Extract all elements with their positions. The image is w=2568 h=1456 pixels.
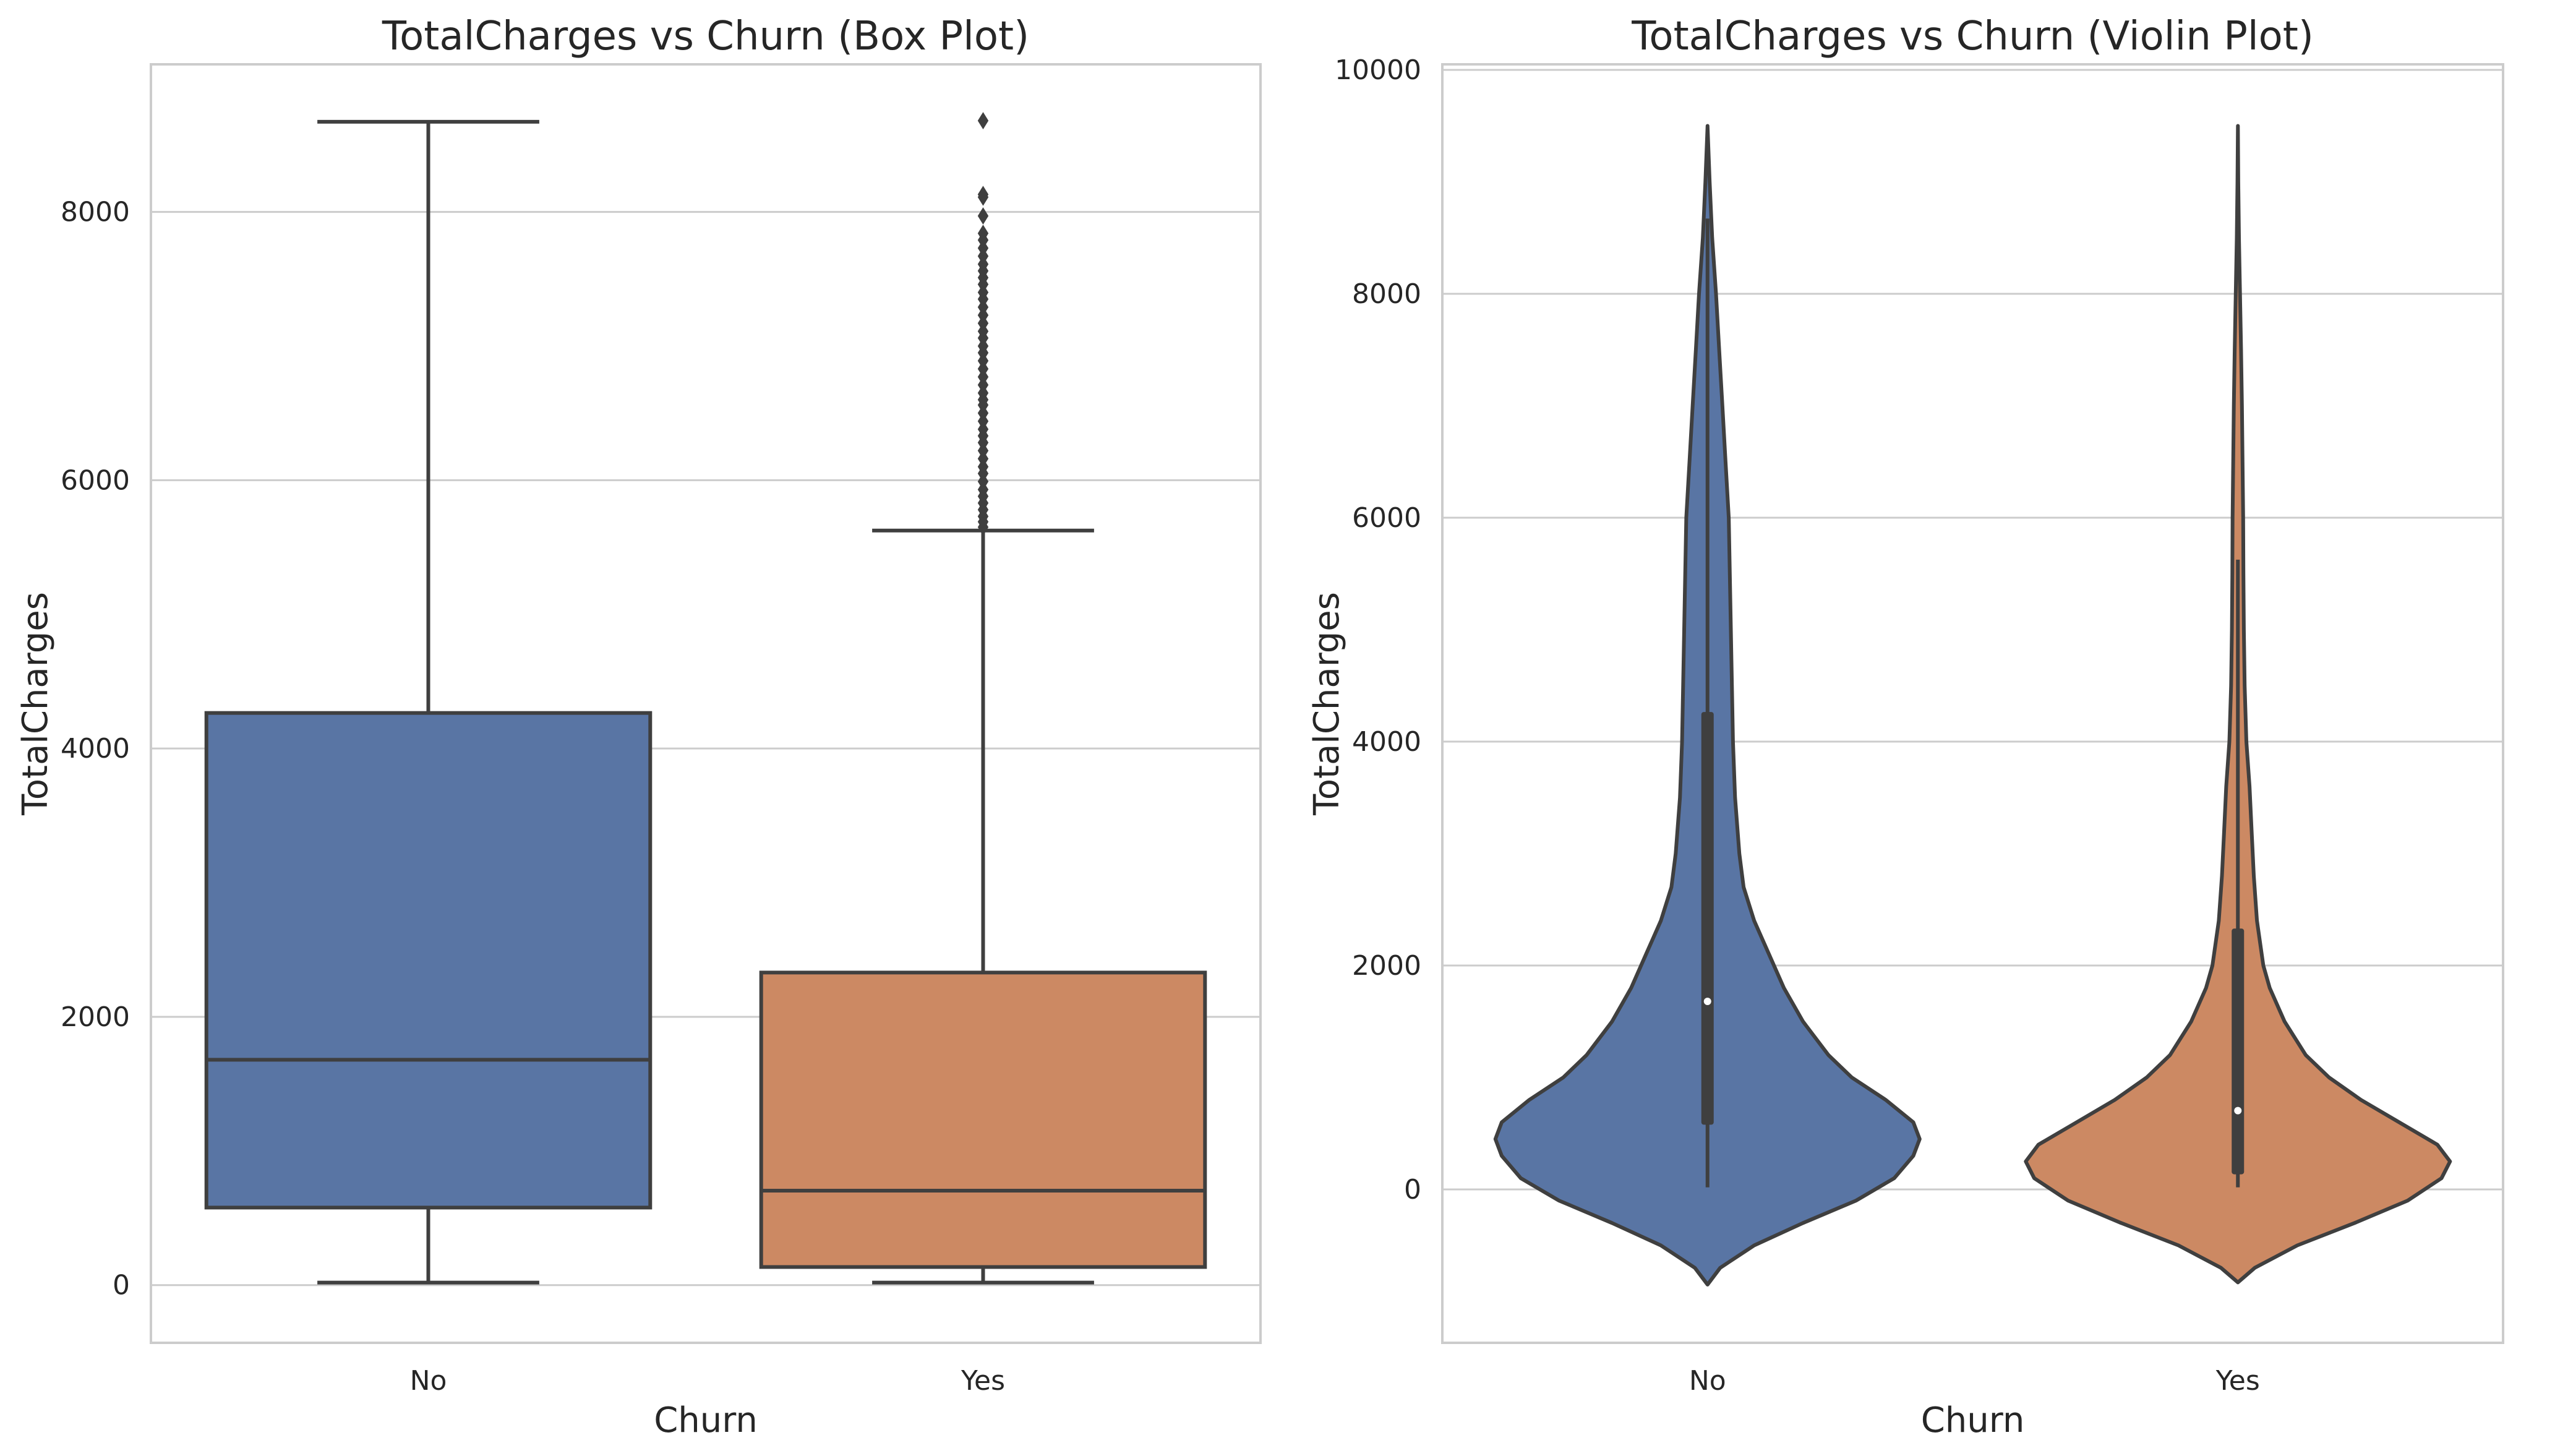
- box-plot-x-axis-label: Churn: [654, 1400, 758, 1441]
- y-tick-label: 0: [1404, 1174, 1421, 1205]
- x-tick-label: No: [1689, 1365, 1726, 1397]
- y-tick-label: 8000: [1352, 278, 1421, 310]
- violin-median-point: [1703, 997, 1711, 1005]
- violin-plot-title: TotalCharges vs Churn (Violin Plot): [1631, 14, 2314, 59]
- violin-plot-x-axis-label: Churn: [1921, 1400, 2025, 1441]
- box-plot-x-ticks: No Yes: [410, 1365, 1005, 1397]
- x-tick-label: Yes: [961, 1365, 1005, 1397]
- y-tick-label: 2000: [61, 1001, 130, 1033]
- y-tick-label: 8000: [61, 197, 130, 228]
- violin-plot-frame: [1441, 63, 2504, 1344]
- violin-plot-marks: [1493, 124, 2452, 1287]
- x-tick-label: Yes: [2215, 1365, 2260, 1397]
- y-tick-label: 6000: [61, 465, 130, 496]
- violin-plot-x-ticks: No Yes: [1689, 1365, 2260, 1397]
- violin-plot-panel: 0 2000 4000 6000 8000 10000 No Yes TotalCharge…: [1307, 14, 2504, 1441]
- box-plot-marks: [204, 112, 1207, 1285]
- x-tick-label: No: [410, 1365, 447, 1397]
- box-plot-y-axis-label: TotalCharges: [15, 592, 56, 816]
- y-tick-label: 4000: [61, 733, 130, 764]
- violin-median-point: [2234, 1107, 2242, 1115]
- violin-plot-gridlines: [1442, 69, 2503, 1191]
- box-plot-title: TotalCharges vs Churn (Box Plot): [382, 14, 1029, 59]
- violin-plot-y-axis-label: TotalCharges: [1307, 592, 1347, 816]
- y-tick-label: 2000: [1352, 950, 1421, 982]
- outlier-point: [977, 207, 989, 225]
- violin-plot-y-ticks: 0 2000 4000 6000 8000 10000: [1335, 54, 1421, 1205]
- box-plot-panel: 0 2000 4000 6000 8000 No Yes TotalCharges vs …: [15, 14, 1262, 1441]
- outlier-point: [977, 112, 989, 130]
- y-tick-label: 0: [113, 1270, 130, 1301]
- outlier-point: [977, 225, 989, 242]
- box-no: [204, 711, 653, 1210]
- box-yes: [759, 970, 1207, 1269]
- violin-iqr-box: [2232, 928, 2245, 1175]
- outlier-point: [977, 186, 989, 203]
- y-tick-label: 10000: [1335, 54, 1421, 86]
- box-plot-frame: [150, 63, 1262, 1344]
- y-tick-label: 6000: [1352, 502, 1421, 534]
- violin-iqr-box: [1701, 712, 1714, 1125]
- y-tick-label: 4000: [1352, 726, 1421, 758]
- box-plot-y-ticks: 0 2000 4000 6000 8000: [61, 197, 130, 1301]
